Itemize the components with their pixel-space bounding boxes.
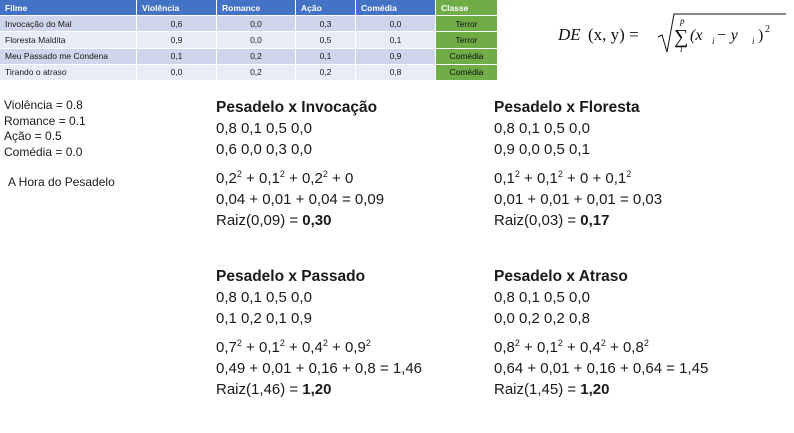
query-vector: 0,8 0,1 0,5 0,0: [494, 289, 590, 306]
distance-block-passado: Pesadelo x Passado 0,8 0,1 0,5 0,0 0,1 0…: [216, 266, 422, 400]
euclidean-distance-formula: DE (x, y) = p ∑ i (x i − y i ) 2: [557, 13, 786, 54]
cell-classe: Terror: [436, 16, 498, 33]
sum-line: 0,04 + 0,01 + 0,04 = 0,09: [216, 191, 385, 208]
cell-comedia: 0,1: [356, 32, 436, 49]
query-movie-title: A Hora do Pesadelo: [8, 175, 115, 189]
root-line: Raiz(0,09) = 0,30: [216, 212, 332, 229]
squares-line: 0,82 + 0,12 + 0,42 + 0,82: [494, 338, 649, 357]
query-movie-features: Violência = 0.8 Romance = 0.1 Ação = 0.5…: [4, 98, 86, 160]
root-line: Raiz(0,03) = 0,17: [494, 212, 610, 229]
formula-close: ): [758, 27, 763, 44]
formula-sum-lower: i: [680, 44, 683, 54]
block-title: Pesadelo x Invocação: [216, 99, 378, 116]
table-row: Invocação do Mal 0,6 0,0 0,3 0,0 Terror: [0, 16, 498, 33]
cell-comedia: 0,0: [356, 16, 436, 33]
cell-filme: Meu Passado me Condena: [0, 48, 137, 65]
sum-line: 0,01 + 0,01 + 0,01 = 0,03: [494, 191, 663, 208]
table-row: Meu Passado me Condena 0,1 0,2 0,1 0,9 C…: [0, 48, 498, 65]
cell-romance: 0,2: [217, 48, 296, 65]
formula-lhs: DE: [557, 25, 581, 44]
cell-filme: Floresta Maldita: [0, 32, 137, 49]
cell-violencia: 0,9: [137, 32, 217, 49]
header-violencia: Violência: [137, 0, 217, 17]
query-vector: 0,8 0,1 0,5 0,0: [216, 120, 312, 137]
movie-vector: 0,9 0,0 0,5 0,1: [494, 141, 590, 158]
distance-result: 0,17: [580, 212, 610, 229]
formula-exp: 2: [765, 24, 770, 35]
header-classe: Classe: [436, 0, 498, 17]
query-vector: 0,8 0,1 0,5 0,0: [494, 120, 590, 137]
table-row: Floresta Maldita 0,9 0,0 0,5 0,1 Terror: [0, 32, 498, 49]
distance-block-floresta: Pesadelo x Floresta 0,8 0,1 0,5 0,0 0,9 …: [494, 97, 662, 231]
cell-classe: Comédia: [436, 64, 498, 81]
formula-sum-upper: p: [679, 16, 685, 26]
query-feature-line: Comédia = 0.0: [4, 144, 83, 159]
distance-result: 0,30: [302, 212, 332, 229]
distance-block-invocacao: Pesadelo x Invocação 0,8 0,1 0,5 0,0 0,6…: [216, 97, 384, 231]
cell-acao: 0,2: [296, 64, 356, 81]
formula-sub-y: i: [752, 36, 755, 46]
squares-line: 0,22 + 0,12 + 0,22 + 0: [216, 169, 354, 188]
cell-violencia: 0,6: [137, 16, 217, 33]
cell-classe: Comédia: [436, 48, 498, 65]
header-acao: Ação: [296, 0, 356, 17]
formula-sub-x: i: [712, 36, 715, 46]
cell-comedia: 0,9: [356, 48, 436, 65]
cell-romance: 0,0: [217, 16, 296, 33]
cell-violencia: 0,0: [137, 64, 217, 81]
cell-violencia: 0,1: [137, 48, 217, 65]
sum-line: 0,49 + 0,01 + 0,16 + 0,8 = 1,46: [216, 360, 423, 377]
query-feature-line: Romance = 0.1: [4, 113, 86, 128]
formula-args: (x, y) =: [588, 25, 639, 44]
table-header-row: Filme Violência Romance Ação Comédia Cla…: [0, 0, 498, 17]
cell-acao: 0,5: [296, 32, 356, 49]
formula-sigma: ∑: [674, 26, 688, 48]
block-title: Pesadelo x Passado: [216, 268, 366, 285]
sum-line: 0,64 + 0,01 + 0,16 + 0,64 = 1,45: [494, 360, 709, 377]
movie-vector: 0,0 0,2 0,2 0,8: [494, 310, 590, 327]
cell-comedia: 0,8: [356, 64, 436, 81]
query-feature-line: Ação = 0.5: [4, 129, 62, 143]
block-title: Pesadelo x Floresta: [494, 99, 640, 116]
formula-term: (x: [690, 27, 702, 44]
cell-romance: 0,0: [217, 32, 296, 49]
cell-acao: 0,3: [296, 16, 356, 33]
cell-acao: 0,1: [296, 48, 356, 65]
header-comedia: Comédia: [356, 0, 436, 17]
query-feature-line: Violência = 0.8: [4, 98, 83, 112]
movie-vector: 0,6 0,0 0,3 0,0: [216, 141, 312, 158]
header-romance: Romance: [217, 0, 296, 17]
root-line: Raiz(1,46) = 1,20: [216, 381, 332, 398]
formula-minus: − y: [716, 27, 739, 44]
root-line: Raiz(1,45) = 1,20: [494, 381, 610, 398]
query-vector: 0,8 0,1 0,5 0,0: [216, 289, 312, 306]
distance-block-atraso: Pesadelo x Atraso 0,8 0,1 0,5 0,0 0,0 0,…: [494, 266, 708, 400]
squares-line: 0,72 + 0,12 + 0,42 + 0,92: [216, 338, 371, 357]
cell-classe: Terror: [436, 32, 498, 49]
header-filme: Filme: [0, 0, 137, 17]
block-title: Pesadelo x Atraso: [494, 268, 628, 285]
cell-filme: Tirando o atraso: [0, 64, 137, 81]
movie-features-table: Filme Violência Romance Ação Comédia Cla…: [0, 0, 498, 81]
distance-result: 1,20: [302, 381, 332, 398]
cell-filme: Invocação do Mal: [0, 16, 137, 33]
table-row: Tirando o atraso 0,0 0,2 0,2 0,8 Comédia: [0, 64, 498, 81]
squares-line: 0,12 + 0,12 + 0 + 0,12: [494, 169, 632, 188]
cell-romance: 0,2: [217, 64, 296, 81]
distance-result: 1,20: [580, 381, 610, 398]
movie-vector: 0,1 0,2 0,1 0,9: [216, 310, 312, 327]
